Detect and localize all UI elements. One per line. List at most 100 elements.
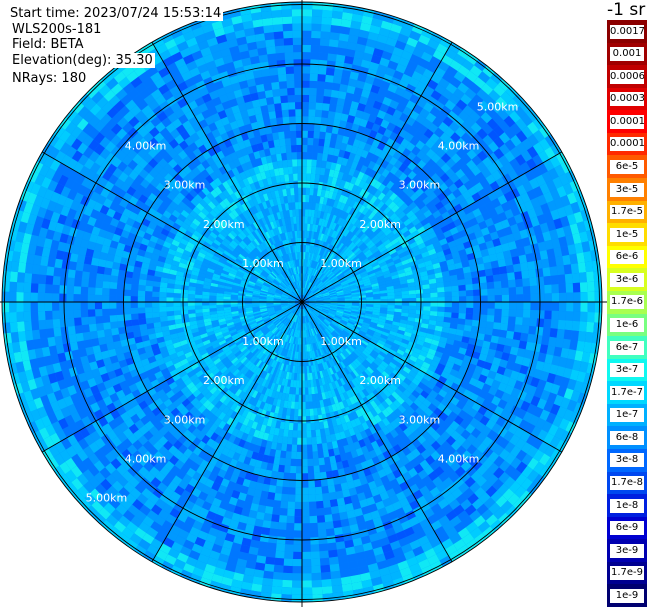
range-gate-cell (357, 332, 366, 338)
range-gate-cell (8, 362, 18, 375)
range-gate-cell (237, 196, 245, 206)
range-gate-cell (245, 269, 253, 276)
range-gate-cell (269, 313, 277, 318)
range-gate-cell (241, 581, 253, 591)
range-gate-cell (497, 399, 508, 410)
range-gate-cell (120, 498, 133, 510)
range-gate-cell (209, 231, 218, 239)
range-gate-cell (465, 368, 475, 378)
range-gate-cell (205, 327, 214, 333)
range-gate-cell (377, 321, 386, 326)
range-gate-cell (315, 305, 323, 308)
range-gate-cell (248, 319, 256, 324)
range-gate-cell (279, 508, 288, 516)
range-gate-cell (181, 70, 193, 82)
range-gate-cell (273, 251, 279, 259)
range-gate-cell (344, 374, 352, 383)
range-gate-cell (111, 436, 122, 448)
range-gate-cell (269, 273, 276, 279)
range-gate-cell (348, 345, 356, 352)
range-gate-cell (587, 302, 595, 313)
range-gate-cell (255, 283, 263, 288)
range-gate-cell (209, 245, 218, 252)
range-gate-cell (417, 369, 426, 378)
range-gate-cell (425, 333, 434, 340)
range-gate-cell (180, 306, 188, 311)
range-gate-cell (211, 573, 224, 584)
range-gate-cell (83, 206, 94, 217)
range-gate-cell (493, 467, 505, 479)
range-gate-cell (297, 308, 300, 316)
range-gate-cell (377, 429, 386, 439)
range-gate-cell (53, 125, 66, 139)
range-gate-cell (122, 509, 135, 522)
range-gate-cell (265, 396, 272, 404)
range-gate-cell (347, 373, 354, 381)
range-gate-cell (316, 317, 322, 324)
range-gate-cell (211, 128, 221, 138)
range-gate-cell (579, 361, 589, 373)
range-gate-cell (261, 379, 268, 387)
range-gate-cell (272, 412, 279, 421)
range-gate-cell (355, 432, 363, 442)
range-gate-cell (204, 115, 215, 126)
range-gate-cell (266, 306, 274, 309)
range-gate-cell (53, 203, 64, 215)
range-gate-cell (96, 96, 109, 109)
range-gate-cell (57, 194, 68, 206)
range-gate-cell (375, 386, 384, 395)
range-gate-cell (255, 422, 263, 432)
range-gate-cell (440, 331, 449, 339)
range-gate-cell (230, 175, 239, 185)
range-gate-cell (349, 317, 357, 322)
range-gate-cell (152, 105, 164, 117)
range-gate-cell (152, 291, 160, 297)
range-gate-cell (174, 535, 187, 546)
range-gate-cell (296, 323, 299, 331)
range-gate-cell (288, 357, 293, 366)
range-gate-cell (262, 417, 269, 426)
range-gate-cell (406, 373, 415, 382)
range-gate-cell (538, 453, 551, 466)
range-gate-cell (81, 271, 90, 280)
range-gate-cell (77, 184, 88, 196)
range-gate-cell (471, 459, 483, 471)
range-gate-cell (424, 407, 434, 417)
range-gate-cell (180, 289, 189, 294)
range-gate-cell (245, 192, 252, 202)
range-gate-cell (323, 304, 331, 306)
range-gate-cell (268, 333, 275, 341)
range-gate-cell (65, 134, 77, 147)
range-gate-cell (118, 487, 130, 499)
range-gate-cell (82, 231, 92, 241)
range-gate-cell (162, 56, 175, 67)
range-gate-cell (295, 344, 298, 352)
range-gate-cell (264, 388, 271, 396)
range-gate-cell (411, 351, 420, 359)
range-gate-cell (319, 464, 326, 473)
range-gate-cell (414, 373, 424, 382)
range-gate-cell (171, 475, 183, 486)
range-gate-cell (167, 481, 179, 492)
range-gate-cell (329, 455, 337, 464)
range-gate-cell (106, 208, 116, 218)
range-gate-cell (386, 472, 396, 482)
range-gate-cell (195, 369, 204, 378)
range-gate-cell (279, 273, 285, 281)
range-gate-cell (95, 280, 104, 288)
range-gate-cell (29, 234, 39, 246)
range-gate-cell (154, 515, 166, 527)
range-gate-cell (207, 248, 216, 256)
range-gate-cell (308, 344, 311, 352)
range-gate-cell (294, 509, 302, 517)
range-gate-cell (261, 394, 268, 403)
range-gate-cell (368, 364, 377, 372)
range-gate-cell (148, 99, 160, 111)
range-gate-cell (378, 363, 387, 371)
range-gate-cell (322, 306, 330, 309)
range-gate-cell (249, 215, 256, 224)
range-gate-cell (188, 452, 199, 462)
range-gate-cell (347, 355, 355, 363)
range-gate-cell (527, 457, 539, 470)
range-gate-cell (37, 185, 48, 198)
